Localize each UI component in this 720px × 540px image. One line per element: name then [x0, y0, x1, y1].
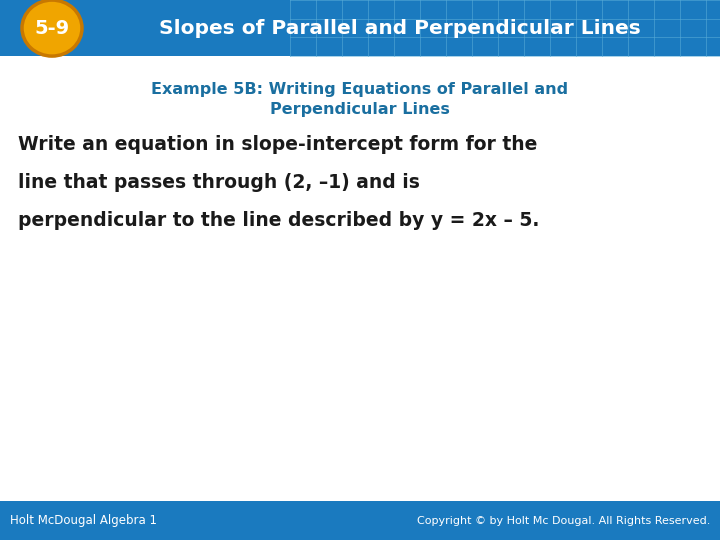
Ellipse shape	[22, 0, 82, 56]
Text: line that passes through (2, –1) and is: line that passes through (2, –1) and is	[18, 173, 420, 192]
Text: Example 5B: Writing Equations of Parallel and: Example 5B: Writing Equations of Paralle…	[151, 82, 569, 97]
Bar	[0, 501, 720, 540]
Bar	[0, 0, 720, 56]
Text: Slopes of Parallel and Perpendicular Lines: Slopes of Parallel and Perpendicular Lin…	[159, 18, 641, 38]
Text: Write an equation in slope-intercept form for the: Write an equation in slope-intercept for…	[18, 134, 537, 154]
Text: 5-9: 5-9	[35, 18, 70, 38]
Text: Holt McDougal Algebra 1: Holt McDougal Algebra 1	[10, 514, 157, 527]
Text: perpendicular to the line described by y = 2x – 5.: perpendicular to the line described by y…	[18, 211, 539, 229]
Text: Perpendicular Lines: Perpendicular Lines	[270, 102, 450, 117]
Text: Copyright © by Holt Mc Dougal. All Rights Reserved.: Copyright © by Holt Mc Dougal. All Right…	[417, 516, 710, 525]
